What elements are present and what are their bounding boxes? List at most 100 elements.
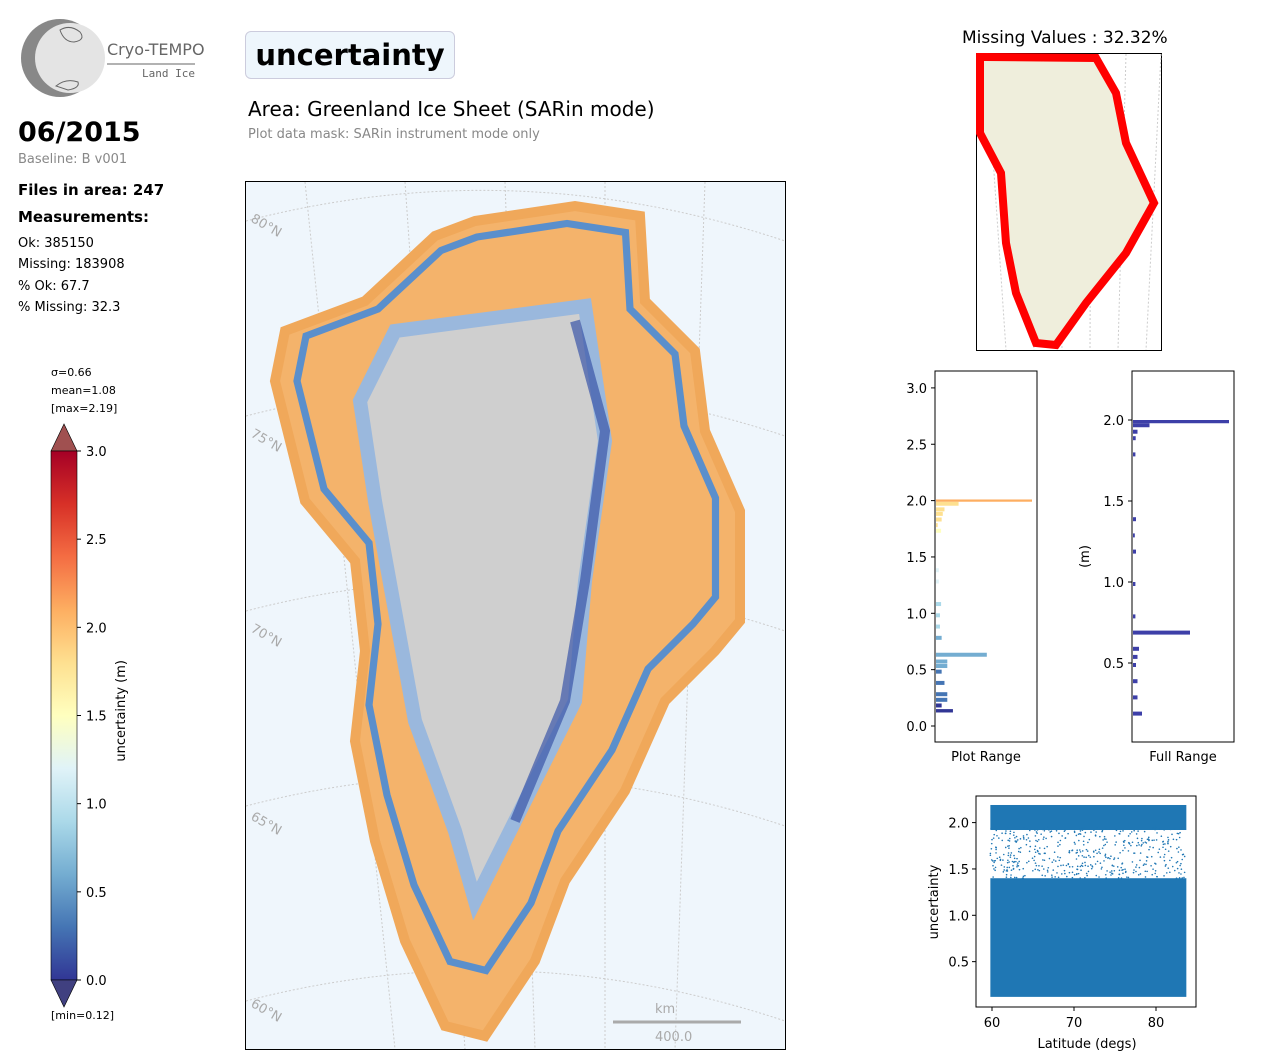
scatter-point: [1122, 840, 1125, 843]
scatter-point: [1169, 845, 1172, 848]
scatter-point: [1180, 868, 1183, 870]
logo-name: Cryo-TEMPO: [107, 40, 205, 59]
scatter-point: [1025, 838, 1028, 841]
scatter-point: [1178, 872, 1180, 874]
scatter-point: [1109, 857, 1111, 860]
scatter-point: [1146, 870, 1148, 873]
hist-bar: [936, 568, 939, 573]
scatter-dense-region: [990, 878, 1187, 997]
scatter-point: [1154, 863, 1157, 865]
scatter-point: [1017, 862, 1019, 864]
scatter-point: [1013, 854, 1015, 857]
scatter-point: [1042, 838, 1045, 840]
scatter-point: [1040, 833, 1042, 835]
scatter-point: [1022, 875, 1025, 878]
scatter-point: [1177, 832, 1180, 835]
scatter-point: [1176, 832, 1179, 835]
scatter-point: [1169, 828, 1172, 831]
scatter-point: [1147, 838, 1150, 840]
scatter-point: [1110, 874, 1112, 876]
scatter-point: [1077, 872, 1080, 875]
scatter-point: [1164, 865, 1167, 867]
scatter-point: [994, 869, 996, 872]
scatter-point: [1178, 846, 1180, 848]
colorbar-tick-label: 1.0: [86, 798, 107, 813]
scatter-point: [1142, 842, 1145, 844]
scatter-point: [1043, 847, 1046, 850]
scatter-point: [1158, 848, 1161, 850]
scatter-point: [1181, 877, 1184, 879]
scale-unit: km: [655, 1002, 675, 1017]
scatter-point: [1068, 851, 1071, 854]
scatter-point: [990, 827, 992, 830]
scatter-point: [1167, 867, 1170, 869]
scatter-point: [1077, 855, 1080, 857]
scatter-point: [1057, 841, 1059, 844]
scatter-point: [1019, 851, 1022, 854]
scatter-point: [1081, 829, 1084, 831]
scatter-point: [1114, 828, 1117, 830]
scatter-point: [1103, 835, 1106, 838]
scatter-point: [1115, 829, 1118, 832]
colorbar-tick-label: 2.0: [86, 621, 107, 636]
scatter-point: [1007, 859, 1009, 862]
hist-bar: [1133, 654, 1138, 659]
scatter-point: [1023, 838, 1025, 840]
scatter-point: [1059, 843, 1061, 846]
cryo-tempo-logo: Cryo-TEMPO Land Ice: [20, 18, 205, 98]
pct-missing: % Missing: 32.3: [18, 300, 121, 315]
scatter-point: [1104, 873, 1107, 876]
scatter-point: [1031, 857, 1034, 859]
scatter-point: [1171, 865, 1174, 868]
scatter-point: [1169, 859, 1171, 862]
scatter-point: [999, 859, 1002, 862]
scatter-point: [1112, 865, 1115, 867]
scatter-point: [1163, 853, 1166, 856]
scatter-point: [1085, 848, 1088, 851]
hist-bar: [936, 709, 953, 713]
scatter-point: [1052, 859, 1055, 861]
scatter-point: [1047, 826, 1049, 829]
scatter-point: [1043, 836, 1045, 838]
scatter-point: [1063, 869, 1066, 872]
scatter-point: [1093, 829, 1095, 831]
scatter-point: [1096, 860, 1099, 863]
scatter-point: [1043, 827, 1045, 829]
hist-bar: [1133, 423, 1150, 428]
scatter-point: [1073, 830, 1076, 833]
scatter-point: [1086, 874, 1088, 877]
scatter-point: [1096, 852, 1098, 855]
scatter-point: [1012, 864, 1014, 867]
scatter-point: [1120, 877, 1123, 879]
scatter-point: [1034, 829, 1036, 831]
hist-bar: [936, 680, 945, 685]
scatter-point: [1145, 842, 1148, 844]
scatter-point: [1087, 854, 1090, 857]
y-tick-label: 0.5: [948, 956, 969, 971]
scatter-point: [1087, 865, 1089, 868]
scatter-point: [1050, 835, 1053, 838]
scatter-point: [1025, 843, 1028, 846]
scatter-point: [1006, 861, 1009, 864]
scatter-point: [1131, 841, 1134, 844]
scatter-point: [1051, 876, 1053, 878]
scatter-point: [1154, 869, 1157, 872]
colorbar-gradient: [50, 450, 78, 981]
scatter-point: [1032, 869, 1034, 872]
scatter-point: [1075, 834, 1078, 837]
scatter-point: [1038, 869, 1041, 872]
scatter-point: [1084, 876, 1086, 879]
scatter-point: [1127, 876, 1130, 879]
scatter-point: [1129, 832, 1131, 835]
scatter-point: [1012, 834, 1015, 836]
colorbar-tick-label: 0.5: [86, 886, 107, 901]
scatter-point: [1182, 853, 1185, 856]
scatter-point: [1016, 864, 1019, 866]
scatter-point: [1071, 865, 1074, 868]
scatter-point: [1155, 839, 1158, 841]
scatter-point: [1144, 841, 1147, 843]
scatter-point: [1037, 868, 1039, 871]
missing-coverage: [976, 53, 1159, 350]
scatter-point: [1133, 852, 1136, 854]
scatter-point: [1044, 875, 1046, 877]
